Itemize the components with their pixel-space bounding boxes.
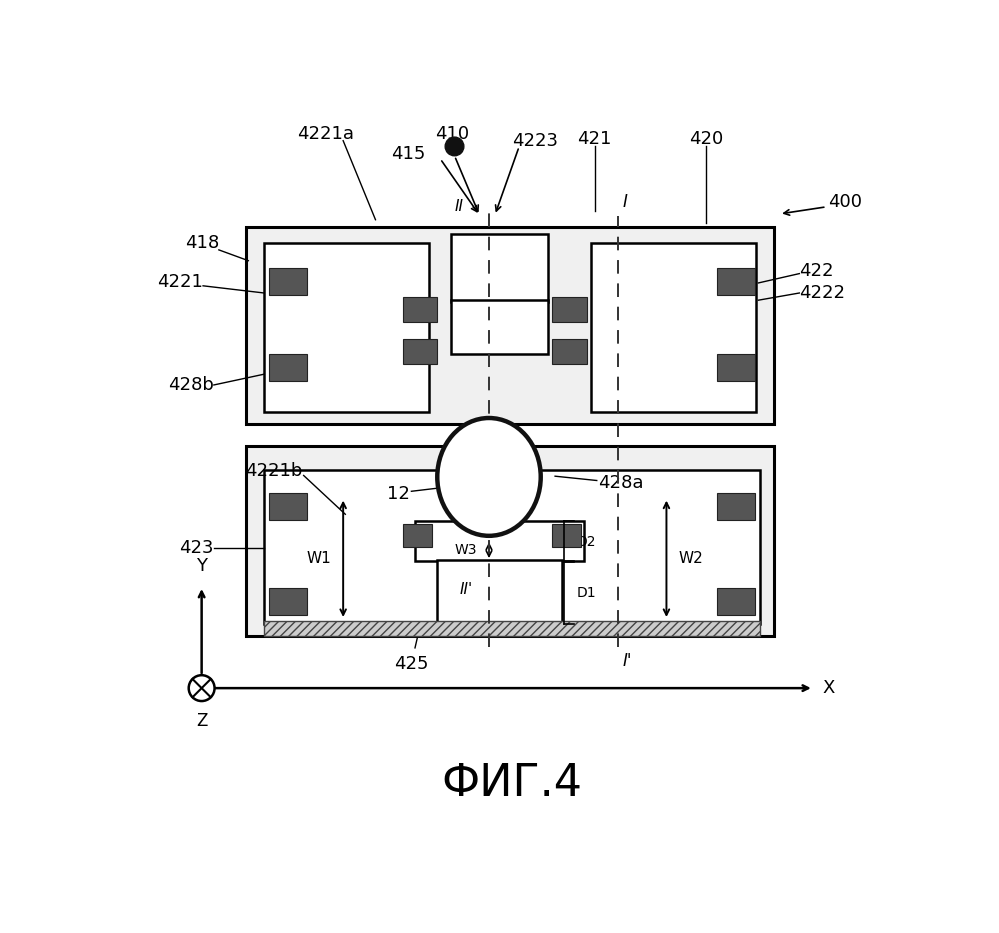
Bar xyxy=(246,446,774,636)
Text: 400: 400 xyxy=(828,193,862,211)
Text: 4221b: 4221b xyxy=(245,462,303,480)
Bar xyxy=(269,493,307,520)
Bar xyxy=(403,339,438,364)
Bar xyxy=(717,493,755,520)
Text: 428b: 428b xyxy=(168,376,214,394)
Bar xyxy=(717,268,755,295)
Bar xyxy=(415,522,583,561)
Text: II: II xyxy=(455,199,464,214)
Text: Z: Z xyxy=(196,712,208,730)
Circle shape xyxy=(189,675,215,701)
Bar xyxy=(269,588,307,615)
Bar xyxy=(269,268,307,295)
Text: 421: 421 xyxy=(577,131,611,148)
Text: 422: 422 xyxy=(799,262,834,281)
Text: W2: W2 xyxy=(678,551,703,566)
Text: ФИГ.4: ФИГ.4 xyxy=(442,762,582,805)
Bar xyxy=(264,469,760,624)
Text: 410: 410 xyxy=(436,124,470,143)
Text: D2: D2 xyxy=(576,535,596,549)
Text: W1: W1 xyxy=(307,551,332,566)
Bar xyxy=(264,620,760,636)
Text: 4221a: 4221a xyxy=(297,124,354,143)
Text: 12: 12 xyxy=(387,485,410,503)
Bar xyxy=(437,560,562,624)
Circle shape xyxy=(446,137,464,156)
Text: 415: 415 xyxy=(392,145,426,162)
Text: 428a: 428a xyxy=(598,474,643,493)
Text: 418: 418 xyxy=(185,234,219,253)
Bar xyxy=(591,243,756,411)
Text: D1: D1 xyxy=(576,586,596,600)
Text: 4222: 4222 xyxy=(799,284,845,302)
Text: 423: 423 xyxy=(180,539,214,557)
Text: 4223: 4223 xyxy=(511,132,558,149)
Bar xyxy=(717,354,755,382)
Bar xyxy=(552,298,586,323)
Text: Y: Y xyxy=(196,557,207,576)
Text: II': II' xyxy=(460,582,473,597)
Bar xyxy=(269,354,307,382)
Text: 4221: 4221 xyxy=(157,273,203,291)
Text: 425: 425 xyxy=(395,655,429,673)
Bar xyxy=(403,298,438,323)
Bar xyxy=(264,243,430,411)
Text: 420: 420 xyxy=(689,131,723,148)
Text: I: I xyxy=(622,193,627,211)
Bar xyxy=(552,339,586,364)
Bar xyxy=(717,588,755,615)
Bar xyxy=(552,523,581,547)
Text: W3: W3 xyxy=(455,543,478,557)
Ellipse shape xyxy=(438,418,540,536)
Bar xyxy=(403,523,432,547)
Bar xyxy=(451,234,547,302)
Text: I': I' xyxy=(622,652,632,670)
Bar xyxy=(451,300,547,354)
Text: X: X xyxy=(822,679,835,697)
Bar xyxy=(246,227,774,425)
